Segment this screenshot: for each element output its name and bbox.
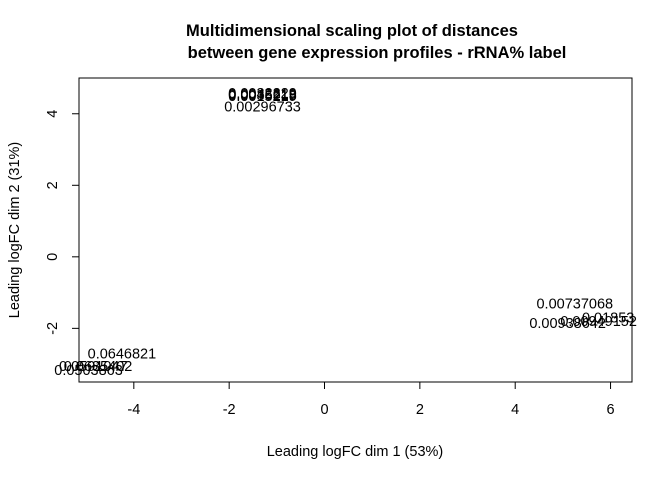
y-tick-label: 2 [45, 181, 61, 189]
y-tick-label: 0 [45, 253, 61, 261]
x-tick-label: -4 [127, 402, 140, 418]
x-tick-label: 6 [607, 402, 615, 418]
x-axis: -4 -2 0 2 4 6 [127, 381, 615, 418]
point-label: 0.0591047 [59, 359, 128, 375]
y-tick-label: 4 [45, 110, 61, 118]
point-label: 0.0015219 [228, 89, 297, 105]
x-tick-label: 4 [511, 402, 519, 418]
point-labels: 0.00322290.00456190.00362180.00152190.00… [54, 86, 637, 379]
point-label: 0.00737068 [536, 296, 613, 312]
chart-title-line-1: Multidimensional scaling plot of distanc… [186, 22, 518, 40]
point-label: 0.0503863 [54, 363, 123, 379]
y-axis-label: Leading logFC dim 2 (31%) [7, 142, 23, 319]
point-label: 0.0646821 [88, 346, 157, 362]
x-axis-label: Leading logFC dim 1 (53%) [267, 444, 444, 460]
y-axis: -2 0 2 4 [45, 110, 80, 335]
point-label: 0.0685402 [64, 359, 133, 375]
point-label: 0.00949152 [560, 314, 637, 330]
point-label: 0.0032229 [228, 86, 297, 102]
x-tick-label: 0 [320, 402, 328, 418]
x-tick-label: -2 [223, 402, 236, 418]
point-label: 0.01853 [582, 311, 634, 327]
y-tick-label: -2 [45, 322, 61, 335]
x-tick-label: 2 [416, 402, 424, 418]
point-label: 0.00296733 [224, 100, 301, 116]
plot-frame [78, 77, 633, 383]
point-label: 0.0036218 [228, 88, 297, 104]
point-label: 0.0045619 [228, 87, 297, 103]
chart-title-line-2: between gene expression profiles - rRNA%… [188, 44, 567, 62]
point-label: 0.00938642 [529, 316, 606, 332]
